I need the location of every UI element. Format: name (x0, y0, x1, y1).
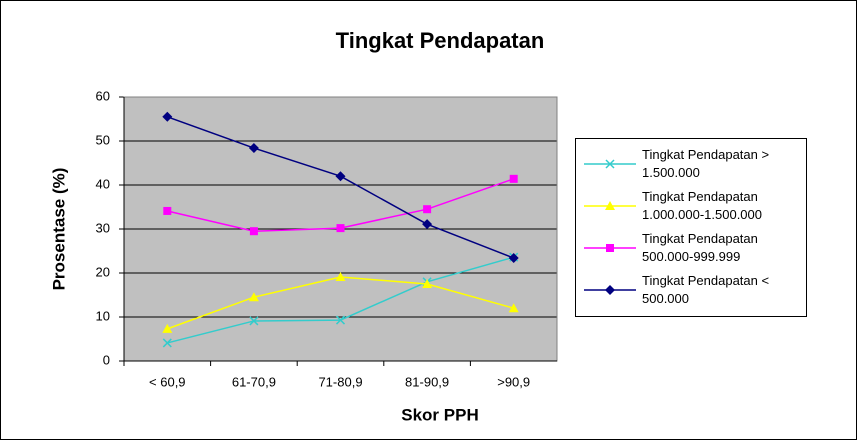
marker (423, 205, 432, 214)
y-tick-label: 20 (96, 264, 110, 279)
legend-entry: Tingkat Pendapatan < 500.000 (576, 269, 806, 311)
chart-title: Tingkat Pendapatan (336, 28, 545, 53)
marker (509, 174, 518, 183)
marker (248, 143, 259, 154)
legend-label: Tingkat Pendapatan > 1.500.000 (642, 147, 770, 180)
x-tick-label: 81-90,9 (405, 374, 449, 389)
legend-entry: Tingkat Pendapatan > 1.500.000 (576, 143, 806, 185)
y-tick-label: 40 (96, 176, 110, 191)
x-axis-label: Skor PPH (401, 405, 478, 424)
marker (162, 323, 173, 333)
legend-entry: Tingkat Pendapatan 500.000-999.999 (576, 227, 806, 269)
x-tick-label: < 60,9 (149, 374, 186, 389)
marker (422, 219, 433, 230)
marker (249, 227, 258, 236)
marker (508, 253, 519, 264)
marker (335, 271, 346, 281)
marker (163, 206, 172, 215)
marker (249, 316, 259, 326)
legend-label: Tingkat Pendapatan 1.000.000-1.500.000 (642, 189, 762, 222)
y-tick-label: 0 (103, 352, 110, 367)
marker (606, 244, 614, 252)
y-tick-label: 50 (96, 132, 110, 147)
x-tick-label: 61-70,9 (232, 374, 276, 389)
marker (335, 315, 346, 325)
legend-label: Tingkat Pendapatan < 500.000 (642, 273, 770, 306)
marker (248, 292, 259, 302)
legend-swatch (584, 285, 636, 295)
marker (605, 201, 615, 210)
marker (422, 279, 433, 288)
y-tick-label: 60 (96, 88, 110, 103)
marker (162, 338, 172, 348)
legend-swatch (584, 201, 636, 210)
legend-swatch (584, 159, 636, 169)
legend: Tingkat Pendapatan > 1.500.000 Tingkat Pe… (575, 138, 807, 317)
x-tick-label: 71-80,9 (318, 374, 362, 389)
y-tick-label: 30 (96, 220, 110, 235)
marker (605, 159, 615, 169)
x-tick-label: >90,9 (497, 374, 530, 389)
marker (336, 224, 345, 233)
legend-swatch (584, 244, 636, 252)
marker (162, 111, 173, 122)
marker (508, 303, 519, 313)
legend-label: Tingkat Pendapatan 500.000-999.999 (642, 231, 758, 264)
marker (335, 171, 346, 182)
legend-entry: Tingkat Pendapatan 1.000.000-1.500.000 (576, 185, 806, 227)
marker (605, 285, 615, 295)
y-tick-label: 10 (96, 308, 110, 323)
y-axis-label: Prosentase (%) (49, 168, 68, 291)
